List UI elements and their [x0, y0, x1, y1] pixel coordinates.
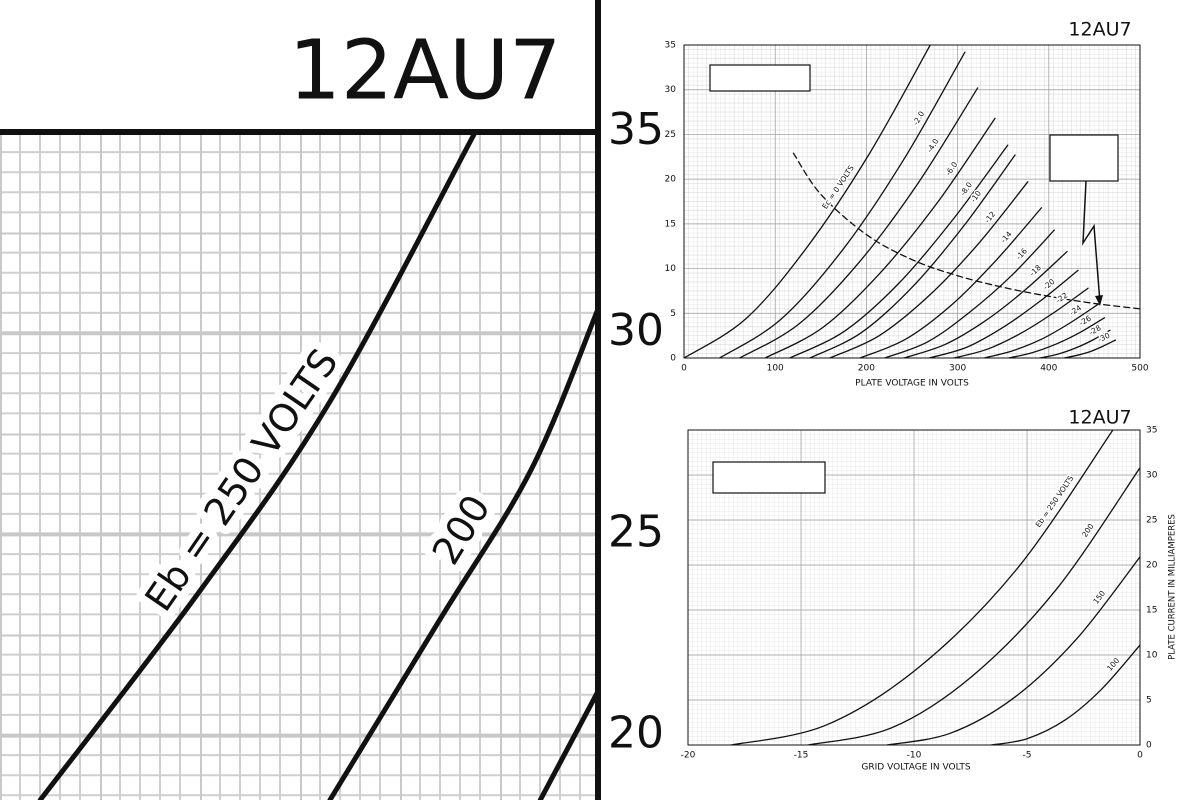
arrow	[1082, 180, 1101, 304]
y-tick-label: 15	[1146, 606, 1157, 616]
curve	[829, 181, 1029, 358]
curve	[928, 269, 1079, 358]
note-box	[709, 64, 811, 92]
curve	[883, 229, 1055, 358]
curve	[807, 467, 1140, 745]
y-tick-label: 5	[1146, 696, 1152, 706]
y-tick-label: 20	[1146, 561, 1158, 571]
curve	[1008, 317, 1106, 358]
curve	[859, 207, 1043, 358]
x-tick-label: 200	[858, 364, 875, 374]
x-tick-label: -20	[681, 751, 696, 761]
x-tick-label: -10	[907, 751, 922, 761]
curve	[1039, 329, 1111, 358]
curve	[953, 287, 1089, 358]
x-tick-label: -15	[794, 751, 809, 761]
curve	[37, 132, 478, 800]
y-axis-label: PLATE CURRENT IN MILLIAMPERES	[1168, 514, 1178, 660]
y-tick-label: 35	[1146, 426, 1157, 436]
curve	[983, 303, 1099, 358]
curve	[886, 556, 1140, 745]
x-tick-label: 0	[1137, 751, 1143, 761]
y-tick-label: 25	[665, 130, 676, 140]
chart-title: 12AU7	[1068, 19, 1131, 41]
x-axis-label: PLATE VOLTAGE IN VOLTS	[855, 379, 969, 389]
series-group	[684, 45, 1140, 358]
y-tick-label: 20	[665, 175, 677, 185]
y-tick-label: 10	[1146, 651, 1158, 661]
y-tick-label: 25	[608, 506, 664, 557]
arrowhead	[1095, 295, 1103, 306]
series-group	[37, 132, 598, 800]
curve	[990, 644, 1140, 745]
y-tick-label: 30	[665, 85, 677, 95]
series-group	[730, 430, 1140, 745]
note-box	[712, 461, 826, 494]
x-tick-label: 500	[1131, 364, 1148, 374]
curve	[903, 250, 1068, 358]
chart-title: 12AU7	[1068, 407, 1131, 429]
curve	[327, 306, 598, 800]
x-tick-label: -5	[1023, 751, 1032, 761]
chart-title: 12AU7	[289, 23, 562, 118]
y-tick-label: 15	[665, 219, 676, 229]
curve	[764, 117, 996, 358]
y-tick-label: 25	[1146, 516, 1157, 526]
x-tick-label: 100	[767, 364, 784, 374]
y-tick-label: 10	[665, 264, 677, 274]
curve	[718, 51, 966, 358]
x-tick-label: 300	[949, 364, 966, 374]
grid-background	[0, 132, 598, 800]
curve	[792, 152, 1140, 310]
y-tick-label: 0	[670, 354, 676, 364]
y-tick-label: 30	[1146, 471, 1158, 481]
curve	[809, 154, 1016, 358]
y-tick-label: 5	[670, 309, 676, 319]
plot-frame	[687, 429, 1141, 746]
curve	[537, 688, 598, 800]
x-tick-label: 400	[1040, 364, 1057, 374]
note-box	[1049, 134, 1119, 182]
y-tick-label: 30	[608, 305, 664, 356]
curve	[1063, 339, 1117, 358]
plot-frame	[683, 44, 1141, 359]
x-axis-label: GRID VOLTAGE IN VOLTS	[861, 763, 970, 773]
curve	[730, 430, 1114, 745]
curve	[684, 45, 931, 358]
curve	[789, 144, 1009, 358]
y-tick-label: 20	[608, 708, 664, 759]
x-tick-label: 0	[681, 364, 687, 374]
y-tick-label: 35	[608, 104, 664, 155]
curve	[738, 87, 979, 358]
y-tick-label: 35	[665, 41, 676, 51]
y-tick-label: 0	[1146, 741, 1152, 751]
